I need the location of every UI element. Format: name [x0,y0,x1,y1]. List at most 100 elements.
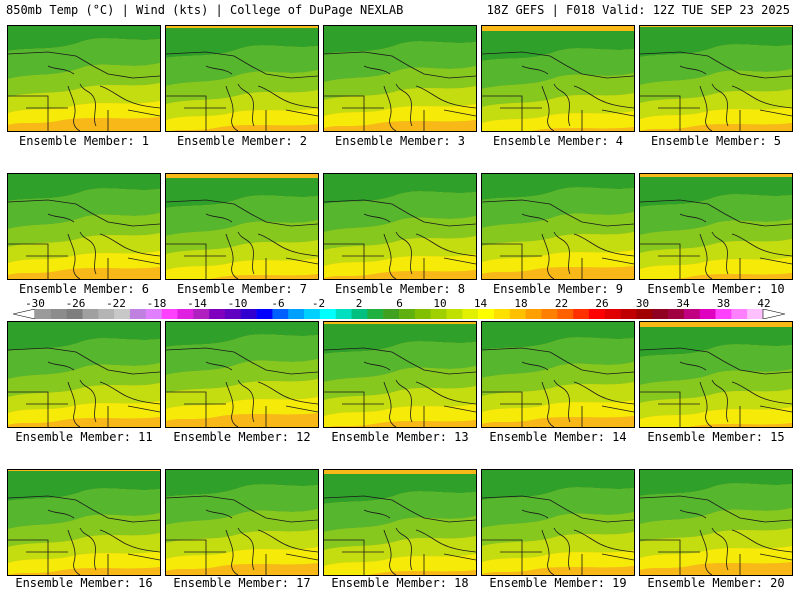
colorbar-swatch [351,309,368,319]
colorbar-swatch [604,309,621,319]
ensemble-member-label: Ensemble Member: 17 [173,576,311,590]
ensemble-member-map [323,173,477,280]
ensemble-member-label: Ensemble Member: 3 [334,134,466,148]
colorbar-swatch [588,309,606,319]
colorbar-tick-label: -2 [311,297,326,310]
colorbar-swatch [177,309,194,319]
colorbar-swatch [493,309,511,319]
ensemble-member-label: Ensemble Member: 6 [18,282,150,296]
colorbar-tick-label: -14 [187,297,207,310]
temperature-field [640,322,792,427]
colorbar-swatch [731,309,748,319]
temperature-field [640,174,792,279]
colorbar-swatch [272,309,289,319]
colorbar-swatch [114,309,131,319]
ensemble-member-label: Ensemble Member: 1 [18,134,150,148]
temperature-field [482,174,634,279]
colorbar-tick-label: 30 [635,297,650,310]
colorbar-swatch [288,309,305,319]
ensemble-member-map [165,25,319,132]
ensemble-member-label: Ensemble Member: 4 [492,134,624,148]
colorbar-swatch [715,309,732,319]
ensemble-member-label: Ensemble Member: 8 [334,282,466,296]
ensemble-member-label: Ensemble Member: 7 [176,282,308,296]
colorbar-swatch [383,309,400,319]
temperature-field [166,26,318,131]
colorbar-tick-label: -30 [25,297,45,310]
ensemble-member-label: Ensemble Member: 19 [489,576,627,590]
map-title: 850mb Temp (°C) | Wind (kts) | College o… [6,3,404,17]
ensemble-member-map [323,321,477,428]
ensemble-member-label: Ensemble Member: 9 [492,282,624,296]
colorbar-swatch [509,309,526,319]
colorbar-swatch [35,309,52,319]
temperature-colorbar [13,309,785,319]
colorbar-swatch [240,309,257,319]
temperature-field [482,470,634,575]
colorbar-swatch [82,309,99,319]
colorbar-tick-label: 34 [676,297,690,310]
temperature-field [166,174,318,279]
ensemble-member-map [481,469,635,576]
colorbar-swatch [636,309,653,319]
colorbar-swatch [652,309,669,319]
colorbar-swatch [129,309,147,319]
ensemble-member-label: Ensemble Member: 11 [15,430,153,444]
colorbar-tick-label: 42 [757,297,771,310]
ensemble-member-map [7,321,161,428]
temperature-field [482,26,634,131]
ensemble-member-label: Ensemble Member: 14 [489,430,627,444]
colorbar-swatch [304,309,321,319]
ensemble-member-label: Ensemble Member: 13 [331,430,469,444]
colorbar-swatch [446,309,463,319]
colorbar-swatch [414,309,431,319]
ensemble-member-label: Ensemble Member: 2 [176,134,308,148]
colorbar-swatch [256,309,273,319]
ensemble-member-map [639,469,793,576]
ensemble-member-label: Ensemble Member: 18 [331,576,469,590]
colorbar-swatch [525,309,542,319]
ensemble-member-map [7,25,161,132]
ensemble-member-map [323,25,477,132]
ensemble-member-map [165,321,319,428]
colorbar-tick-label: 14 [473,297,488,310]
ensemble-member-map [481,321,635,428]
temperature-field [166,470,318,575]
colorbar-swatch [668,309,685,319]
colorbar-tick-label: 22 [554,297,569,310]
temperature-field [8,322,160,427]
colorbar-swatch [573,309,590,319]
temperature-field [166,322,318,427]
temperature-field [8,26,160,131]
colorbar-swatch [209,309,226,319]
temperature-field [8,470,160,575]
colorbar-tick-label: -18 [146,297,167,310]
ensemble-member-map [323,469,477,576]
colorbar-swatch [335,309,352,319]
ensemble-member-map [639,321,793,428]
colorbar-swatch [145,309,162,319]
colorbar-swatch [367,309,384,319]
colorbar-swatch [620,309,637,319]
ensemble-member-map [165,173,319,280]
temperature-field [324,470,476,575]
temperature-field [324,174,476,279]
colorbar-tick-label: 38 [716,297,731,310]
ensemble-member-label: Ensemble Member: 16 [15,576,153,590]
colorbar-swatch [161,309,178,319]
colorbar-left-arrow [13,309,36,319]
colorbar-tick-label: 26 [595,297,609,310]
temperature-field [482,322,634,427]
model-valid-time: 18Z GEFS | F018 Valid: 12Z TUE SEP 23 20… [486,3,790,17]
temperature-field [640,470,792,575]
temperature-field [8,174,160,279]
colorbar-swatch [683,309,700,319]
colorbar-swatch [541,309,558,319]
ensemble-member-label: Ensemble Member: 20 [647,576,785,590]
colorbar-swatch [462,309,479,319]
colorbar-tick-label: -26 [65,297,86,310]
colorbar-tick-label: 10 [433,297,447,310]
ensemble-member-map [639,173,793,280]
colorbar-tick-label: -6 [271,297,285,310]
colorbar-swatch [699,309,716,319]
